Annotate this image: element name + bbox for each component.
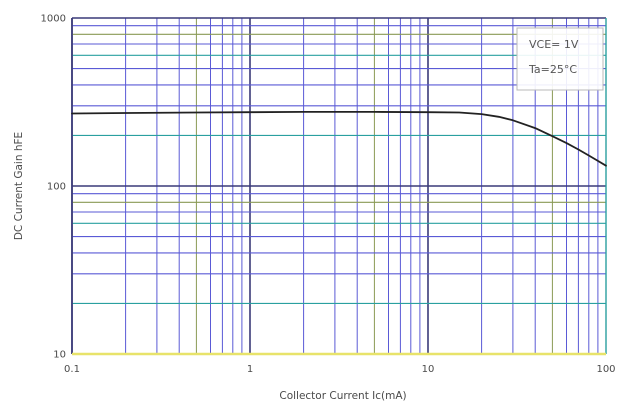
annotation-vce: VCE= 1V [529, 38, 579, 51]
x-tick-label: 10 [422, 364, 435, 375]
x-tick-label: 1 [247, 364, 253, 375]
y-axis-label: DC Current Gain hFE [13, 132, 25, 240]
x-tick-label: 100 [596, 364, 615, 375]
hfe-curve [71, 111, 607, 167]
tick-labels: 0.1 1 10 100 10 100 1000 [41, 14, 616, 376]
condition-box: VCE= 1V Ta=25°C [516, 27, 604, 91]
x-axis-label: Collector Current Ic(mA) [279, 390, 406, 402]
annotation-temperature: Ta=25°C [528, 63, 577, 76]
curve-layer [71, 111, 607, 167]
x-tick-label: 0.1 [64, 364, 80, 375]
grid-lines [71, 18, 606, 355]
y-tick-label: 1000 [41, 14, 66, 25]
condition-box-frame [516, 27, 604, 91]
plot-frame [71, 17, 607, 356]
y-tick-label: 10 [53, 350, 66, 361]
y-tick-label: 100 [47, 182, 66, 193]
